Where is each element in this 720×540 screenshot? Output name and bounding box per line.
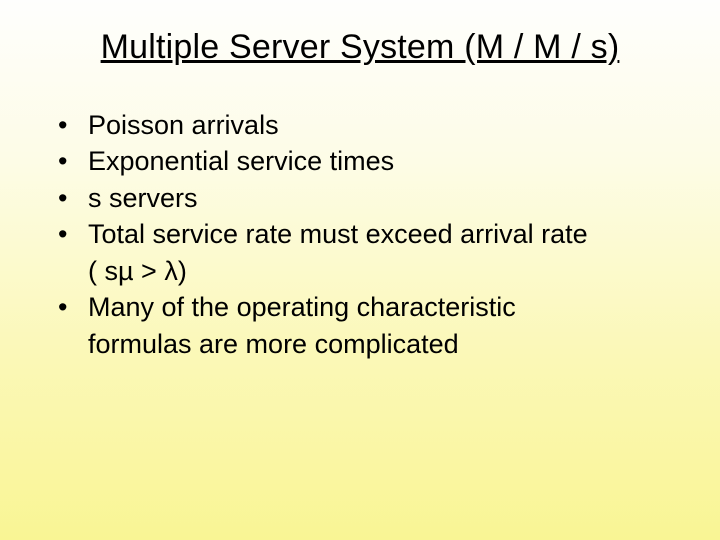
list-item: Exponential service times xyxy=(58,143,680,179)
list-item: Poisson arrivals xyxy=(58,107,680,143)
bullet-text: Total service rate must exceed arrival r… xyxy=(88,219,588,249)
bullet-text: Exponential service times xyxy=(88,146,394,176)
bullet-text: s servers xyxy=(88,183,198,213)
bullet-text: Poisson arrivals xyxy=(88,110,279,140)
bullet-text: Many of the operating characteristic xyxy=(88,292,516,322)
slide-title: Multiple Server System (M / M / s) xyxy=(40,28,680,67)
list-item: s servers xyxy=(58,180,680,216)
list-item: Total service rate must exceed arrival r… xyxy=(58,216,680,289)
slide: Multiple Server System (M / M / s) Poiss… xyxy=(0,0,720,540)
list-item: Many of the operating characteristic for… xyxy=(58,289,680,362)
bullet-list: Poisson arrivals Exponential service tim… xyxy=(40,107,680,362)
bullet-text-cont: ( sµ > λ) xyxy=(88,253,680,289)
bullet-text-cont: formulas are more complicated xyxy=(88,326,680,362)
